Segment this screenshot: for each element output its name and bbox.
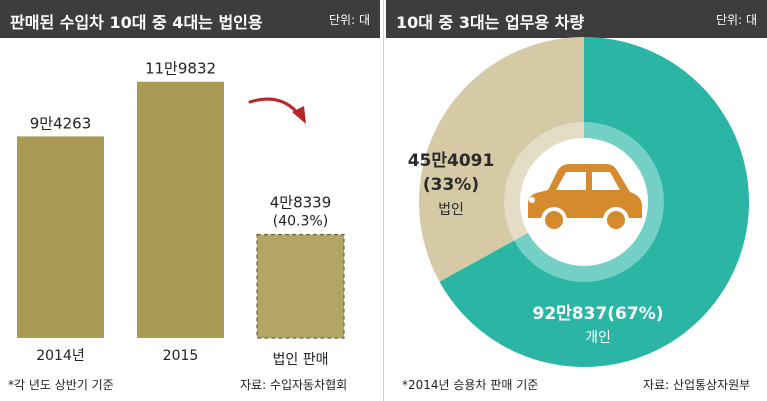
decrease-arrow [248, 97, 302, 118]
pie-chart: 45만4091 (33%) 법인 92만837(67%) 개인 [408, 37, 750, 368]
right-footnote: *2014년 승용차 판매 기준 [402, 378, 539, 392]
bar-1 [137, 81, 224, 339]
panel-divider [383, 0, 384, 401]
left-source: 자료: 수입자동차협회 [240, 378, 348, 392]
bar-category-label-0: 2014년 [36, 348, 85, 364]
bar-value-label-2: 4만8339 [270, 194, 332, 212]
right-header: 10대 중 3대는 업무용 차량 단위: 대 [386, 0, 767, 38]
bar-value-label-1: 11만9832 [145, 60, 216, 78]
car-window-front [556, 172, 586, 190]
right-panel: 10대 중 3대는 업무용 차량 단위: 대 45만4091 (33%) 법인 92만… [386, 0, 767, 401]
right-source: 자료: 산업통상자원부 [643, 378, 751, 392]
left-footnote: *각 년도 상반기 기준 [8, 378, 114, 392]
pie-value-label-0: 45만4091 [408, 151, 495, 171]
left-header: 판매된 수입차 10대 중 4대는 법인용 단위: 대 [0, 0, 380, 38]
car-wheel-rear [607, 211, 625, 229]
pie-category-label-1: 개인 [585, 330, 611, 346]
car-wheel-front [545, 211, 563, 229]
bar-category-label-1: 2015 [163, 348, 199, 364]
bar-percent-label-2: (40.3%) [273, 214, 328, 230]
car-body [528, 164, 642, 218]
right-unit: 단위: 대 [716, 13, 757, 27]
pie-percent-label-0: (33%) [423, 175, 479, 195]
bar-category-label-2: 법인 판매 [273, 352, 329, 368]
right-title: 10대 중 3대는 업무용 차량 [396, 13, 585, 32]
left-title: 판매된 수입차 10대 중 4대는 법인용 [10, 13, 263, 32]
bar-value-label-0: 9만4263 [30, 114, 92, 132]
car-window-rear [592, 172, 620, 190]
left-panel: 판매된 수입차 10대 중 4대는 법인용 단위: 대 9만4263 2014년 1… [0, 0, 380, 401]
car-icon [528, 164, 642, 233]
bar-chart: 9만4263 2014년 11만9832 2015 4만8339 (40.3%) 법인 판매 [17, 60, 345, 368]
bar-2 [256, 234, 345, 339]
bar-0 [17, 136, 104, 338]
pie-value-label-1: 92만837(67%) [532, 304, 663, 324]
car-headlight [529, 197, 535, 203]
decrease-arrow-head [292, 106, 306, 124]
pie-category-label-0: 법인 [438, 202, 464, 218]
left-unit: 단위: 대 [329, 13, 370, 27]
